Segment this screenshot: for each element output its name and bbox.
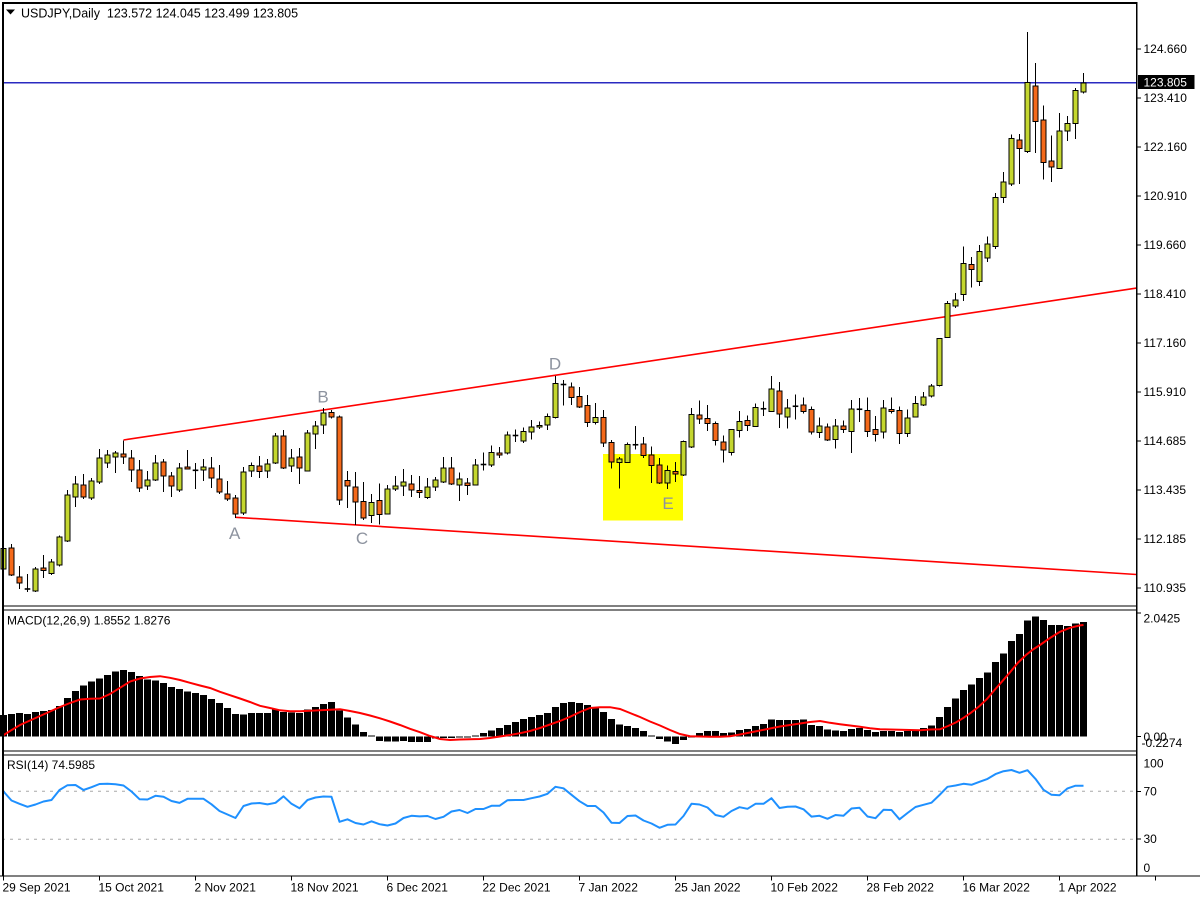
svg-text:-0.2274: -0.2274: [1142, 736, 1183, 750]
svg-text:22 Dec 2021: 22 Dec 2021: [483, 881, 551, 895]
svg-text:112.185: 112.185: [1144, 532, 1187, 546]
svg-text:70: 70: [1144, 784, 1158, 798]
svg-text:120.910: 120.910: [1144, 189, 1188, 203]
svg-text:118.410: 118.410: [1144, 287, 1187, 301]
svg-text:6 Dec 2021: 6 Dec 2021: [387, 881, 449, 895]
svg-text:123.805: 123.805: [1144, 76, 1188, 90]
svg-text:25 Jan 2022: 25 Jan 2022: [675, 881, 741, 895]
svg-text:15 Oct 2021: 15 Oct 2021: [99, 881, 165, 895]
svg-text:C: C: [356, 529, 368, 548]
svg-text:30: 30: [1144, 832, 1158, 846]
svg-text:MACD(12,26,9) 1.8552 1.8276: MACD(12,26,9) 1.8552 1.8276: [7, 614, 171, 628]
svg-text:2 Nov 2021: 2 Nov 2021: [195, 881, 257, 895]
svg-text:A: A: [229, 524, 241, 543]
svg-text:123.410: 123.410: [1144, 91, 1188, 105]
svg-text:RSI(14) 74.5985: RSI(14) 74.5985: [7, 758, 95, 772]
svg-text:119.660: 119.660: [1144, 238, 1187, 252]
svg-text:E: E: [662, 494, 673, 513]
svg-text:1 Apr 2022: 1 Apr 2022: [1059, 881, 1117, 895]
svg-text:115.910: 115.910: [1144, 385, 1187, 399]
svg-text:18 Nov 2021: 18 Nov 2021: [291, 881, 359, 895]
svg-text:117.160: 117.160: [1144, 336, 1187, 350]
svg-text:B: B: [317, 387, 328, 406]
svg-text:USDJPY,Daily 123.572 124.045: USDJPY,Daily 123.572 124.045 123.499 123…: [21, 7, 298, 21]
svg-text:0.00: 0.00: [1144, 730, 1168, 744]
svg-text:100: 100: [1144, 756, 1164, 770]
svg-text:D: D: [549, 354, 561, 373]
svg-text:124.660: 124.660: [1144, 42, 1188, 56]
svg-text:114.685: 114.685: [1144, 434, 1187, 448]
svg-text:0: 0: [1144, 861, 1151, 875]
svg-text:29 Sep 2021: 29 Sep 2021: [3, 881, 71, 895]
svg-text:10 Feb 2022: 10 Feb 2022: [771, 881, 839, 895]
svg-text:7 Jan 2022: 7 Jan 2022: [579, 881, 639, 895]
svg-text:16 Mar 2022: 16 Mar 2022: [963, 881, 1031, 895]
svg-text:28 Feb 2022: 28 Feb 2022: [867, 881, 935, 895]
svg-text:110.935: 110.935: [1144, 581, 1187, 595]
svg-text:113.435: 113.435: [1144, 483, 1187, 497]
svg-text:2.0425: 2.0425: [1144, 612, 1181, 626]
svg-text:122.160: 122.160: [1144, 140, 1188, 154]
